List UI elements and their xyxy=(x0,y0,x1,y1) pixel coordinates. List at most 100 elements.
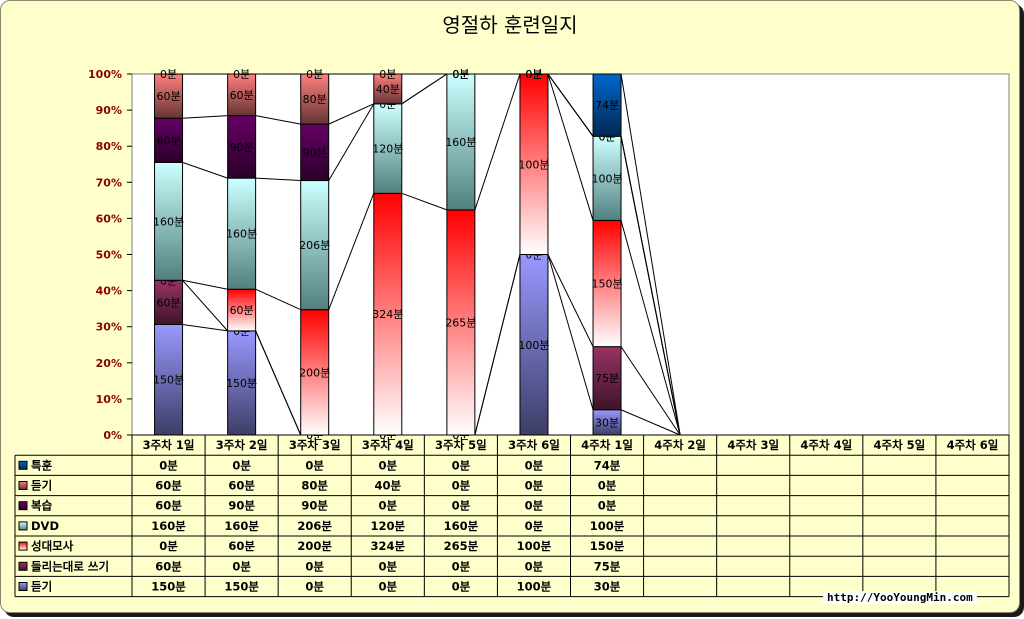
data-label: 206분 xyxy=(299,239,330,252)
table-cell: 40분 xyxy=(374,479,401,493)
chart-title: 영절하 훈련일지 xyxy=(442,13,578,37)
table-cell: 150분 xyxy=(590,539,625,553)
series-line xyxy=(620,346,681,436)
data-label: 160분 xyxy=(153,215,184,228)
table-cell: 60분 xyxy=(228,479,255,493)
table-cell: 60분 xyxy=(228,539,255,553)
data-label: 0분 xyxy=(379,68,396,81)
table-cell: 0분 xyxy=(452,580,471,594)
bar-segment xyxy=(519,73,549,255)
table-cell: 0분 xyxy=(232,559,251,573)
bar-segment xyxy=(154,117,184,163)
data-label: 160분 xyxy=(226,228,257,241)
category-label: 4주차 5일 xyxy=(874,438,926,452)
data-label: 60분 xyxy=(156,296,180,309)
table-cell: 150분 xyxy=(151,580,186,594)
data-label: 0분 xyxy=(452,68,469,81)
table-cell: 100분 xyxy=(517,580,552,594)
data-label: 90분 xyxy=(230,141,254,154)
legend-label: DVD xyxy=(31,519,59,533)
table-cell: 0분 xyxy=(159,458,178,472)
data-label: 150분 xyxy=(153,374,184,387)
table-cell: 0분 xyxy=(525,559,544,573)
table-cell: 75분 xyxy=(594,559,621,573)
bar-segment xyxy=(592,219,622,348)
table-cell: 0분 xyxy=(598,499,617,513)
category-label: 4주차 1일 xyxy=(581,438,633,452)
y-tick-label: 60% xyxy=(96,212,122,225)
table-cell: 0분 xyxy=(452,479,471,493)
y-tick-label: 70% xyxy=(96,176,122,189)
series-line xyxy=(620,220,681,436)
bar-segment xyxy=(592,73,622,137)
series-line xyxy=(255,177,301,182)
legend-label: 들리는대로 쓰기 xyxy=(31,559,109,573)
category-label: 4주차 2일 xyxy=(654,438,706,452)
table-cell: 0분 xyxy=(598,479,617,493)
data-label: 100분 xyxy=(518,158,549,171)
table-cell: 0분 xyxy=(525,499,544,513)
series-line xyxy=(620,136,681,436)
table-cell: 0분 xyxy=(525,519,544,533)
data-label: 90분 xyxy=(303,146,327,159)
table-cell: 60분 xyxy=(155,479,182,493)
data-label: 60분 xyxy=(156,134,180,147)
y-tick-label: 30% xyxy=(96,321,122,334)
category-label: 3주차 1일 xyxy=(143,438,195,452)
table-cell: 0분 xyxy=(525,458,544,472)
bar-segment xyxy=(300,180,330,311)
table-cell: 324분 xyxy=(370,539,405,553)
table-cell: 0분 xyxy=(452,559,471,573)
data-label: 0분 xyxy=(452,68,469,81)
legend-label: 듣기 xyxy=(31,479,52,493)
data-label: 0분 xyxy=(525,68,542,81)
series-line xyxy=(182,323,228,332)
series-line xyxy=(620,73,681,436)
y-tick-label: 80% xyxy=(96,140,122,153)
series-line xyxy=(401,73,448,105)
data-table-bg xyxy=(15,455,1009,597)
bar-segment xyxy=(446,209,476,436)
data-label: 0분 xyxy=(160,68,177,81)
data-label: 80분 xyxy=(303,93,327,106)
table-cell: 0분 xyxy=(452,499,471,513)
data-label: 0분 xyxy=(452,68,469,81)
series-line xyxy=(547,254,594,410)
bar-segment xyxy=(227,115,257,179)
data-label: 265분 xyxy=(445,316,476,329)
legend-key xyxy=(18,561,28,571)
y-tick-label: 40% xyxy=(96,285,122,298)
data-label: 0분 xyxy=(525,68,542,81)
table-cell: 100분 xyxy=(517,539,552,553)
category-label: 3주차 4일 xyxy=(362,438,414,452)
bar-segment xyxy=(154,323,184,436)
data-label: 0분 xyxy=(525,68,542,81)
data-label: 120분 xyxy=(372,143,403,156)
series-line xyxy=(182,279,228,290)
table-cell: 206분 xyxy=(297,519,332,533)
y-tick-label: 90% xyxy=(96,104,122,117)
category-label: 3주차 2일 xyxy=(216,438,268,452)
legend-key xyxy=(18,460,28,470)
legend-label: 듣기 xyxy=(31,580,52,594)
legend-key xyxy=(18,501,28,511)
bar-segment xyxy=(300,123,330,182)
data-label: 160분 xyxy=(445,136,476,149)
legend-key xyxy=(18,481,28,490)
bar-segment xyxy=(227,330,257,436)
bar-segment xyxy=(154,161,184,281)
data-label: 74분 xyxy=(595,99,619,112)
data-label: 60분 xyxy=(156,90,180,103)
series-line xyxy=(401,192,448,211)
y-tick-label: 20% xyxy=(96,357,122,370)
data-label: 324분 xyxy=(372,308,403,321)
y-tick-label: 50% xyxy=(96,249,122,262)
series-line xyxy=(547,73,594,221)
table-cell: 80분 xyxy=(301,479,328,493)
bar-segment xyxy=(592,346,622,411)
series-line xyxy=(547,254,594,347)
y-tick-label: 0% xyxy=(103,429,122,442)
table-cell: 0분 xyxy=(378,499,397,513)
table-cell: 100분 xyxy=(590,519,625,533)
